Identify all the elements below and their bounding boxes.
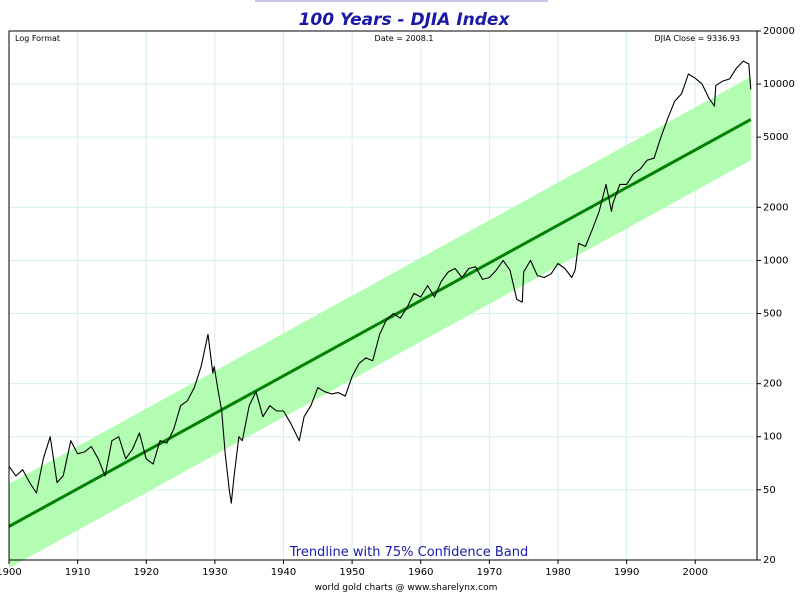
source-credit: world gold charts @ www.sharelynx.com <box>315 583 498 593</box>
price-line <box>8 60 752 504</box>
header-close-label: DJIA Close = 9336.93 <box>654 34 740 43</box>
x-tick-label-1920: 1920 <box>134 567 159 578</box>
y-tick-label-20000: 20000 <box>763 26 795 37</box>
y-tick-label-1000: 1000 <box>763 255 788 266</box>
plot-frame <box>8 30 758 561</box>
trendline <box>8 118 752 528</box>
y-tick-label-2000: 2000 <box>763 202 788 213</box>
header-date-label: Date = 2008.1 <box>375 34 434 43</box>
y-tick-label-20: 20 <box>763 555 776 566</box>
top-divider <box>255 0 548 2</box>
trend-line <box>8 118 752 528</box>
x-tick-label-1940: 1940 <box>271 567 296 578</box>
x-tick-label-1910: 1910 <box>65 567 90 578</box>
x-axis-ticks: 1900 1910 1920 1930 1940 1950 1960 1970 1980 1990… <box>0 560 708 578</box>
y-tick-label-5000: 5000 <box>763 132 788 143</box>
x-tick-label-1930: 1930 <box>202 567 227 578</box>
x-tick-label-1900: 1900 <box>0 567 22 578</box>
x-tick-label-1980: 1980 <box>545 567 570 578</box>
y-tick-label-10000: 10000 <box>763 79 795 90</box>
y-tick-label-500: 500 <box>763 308 782 319</box>
y-tick-label-200: 200 <box>763 379 782 390</box>
x-tick-label-1970: 1970 <box>477 567 502 578</box>
y-tick-label-100: 100 <box>763 432 782 443</box>
chart-title: 100 Years - DJIA Index <box>299 10 511 30</box>
djia-price-series <box>8 60 752 504</box>
band-label: Trendline with 75% Confidence Band <box>289 545 529 560</box>
x-tick-label-1990: 1990 <box>614 567 639 578</box>
x-tick-label-1960: 1960 <box>408 567 433 578</box>
x-tick-label-1950: 1950 <box>339 567 364 578</box>
x-tick-label-2000: 2000 <box>683 567 708 578</box>
header-left-label: Log Format <box>15 34 60 43</box>
y-axis-ticks: 20000 10000 5000 2000 1000 500 200 100 50 20 <box>757 26 795 566</box>
y-tick-label-50: 50 <box>763 485 776 496</box>
